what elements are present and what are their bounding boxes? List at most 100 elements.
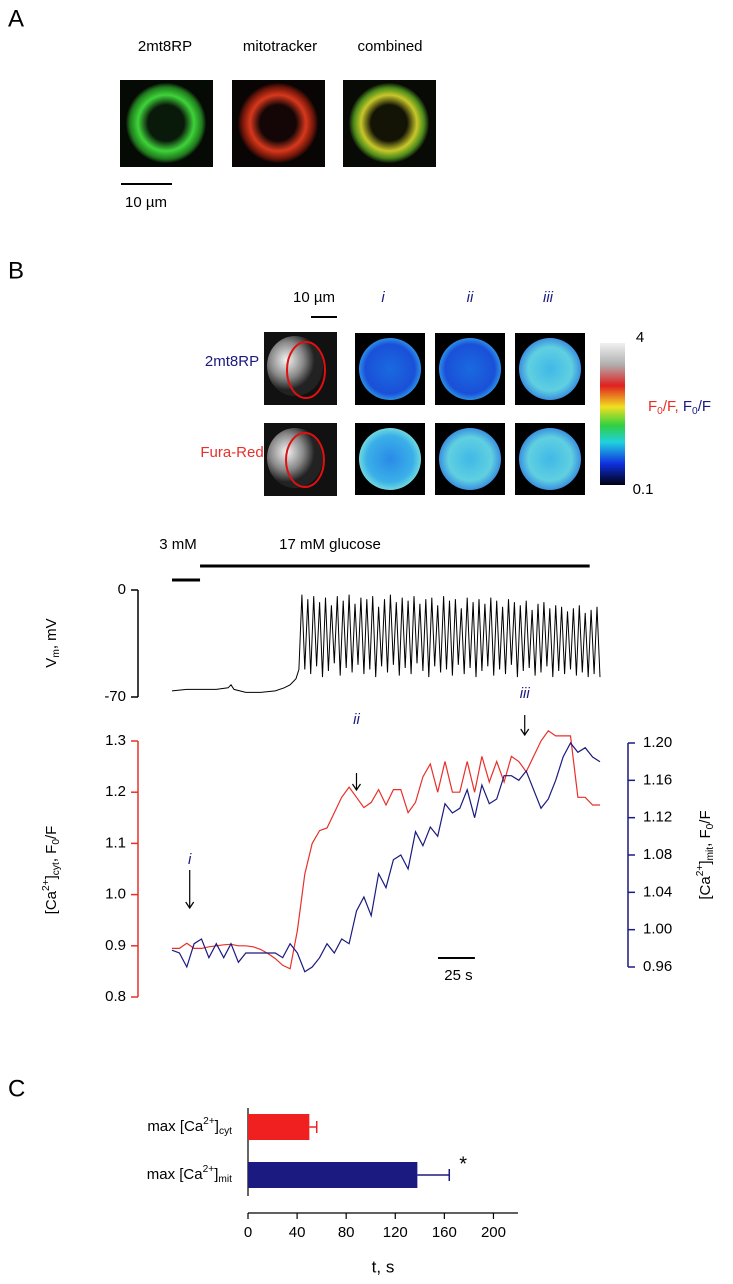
bar <box>248 1114 310 1140</box>
label-part: ] <box>214 1166 218 1183</box>
label-part: max [Ca <box>147 1118 204 1135</box>
micrograph <box>515 333 585 405</box>
x-tick-label: 200 <box>481 1224 506 1241</box>
panel-letter: B <box>8 257 24 284</box>
micrograph <box>515 423 585 495</box>
y2-tick-label: 0.96 <box>643 958 672 975</box>
label-part: mit <box>218 1174 232 1185</box>
label-part: F <box>648 398 657 415</box>
label-part: F <box>683 398 692 415</box>
label-part: [Ca <box>43 890 60 914</box>
micrograph <box>355 423 425 495</box>
bar <box>248 1162 418 1188</box>
label-part: 2+ <box>695 865 706 877</box>
stimulus-label: 17 mM glucose <box>279 536 381 553</box>
y2-tick-label: 1.16 <box>643 771 672 788</box>
y2-tick-label: 1.04 <box>643 883 672 900</box>
x-tick-label: 120 <box>383 1224 408 1241</box>
row-label: Fura-Red <box>200 444 263 461</box>
y-tick-label: 0 <box>118 581 126 598</box>
micrograph <box>435 333 505 405</box>
label-part: /F <box>698 398 711 415</box>
y-tick-label: 1.1 <box>105 834 126 851</box>
stimulus-label: 3 mM <box>159 536 197 553</box>
scale-label: 10 µm <box>125 194 167 211</box>
arrow-head <box>185 901 195 910</box>
label-part: m <box>51 649 62 658</box>
category-label: max [Ca2+]mit <box>147 1164 232 1185</box>
micrograph <box>264 423 337 496</box>
image-label: combined <box>357 38 422 55</box>
category-label: max [Ca2+]cyt <box>147 1116 232 1137</box>
label-part: 2+ <box>203 1164 215 1175</box>
label-part: /F <box>43 826 60 839</box>
y-tick-label: 1.2 <box>105 783 126 800</box>
y-tick-label: -70 <box>104 688 126 705</box>
colorbar-max: 4 <box>636 329 644 346</box>
label-part: 0 <box>51 839 62 845</box>
y-tick-label: 1.3 <box>105 732 126 749</box>
x-tick-label: 40 <box>289 1224 306 1241</box>
micrograph <box>435 423 505 495</box>
significance-mark: * <box>459 1153 467 1175</box>
image-label: mitotracker <box>243 38 317 55</box>
label-part: 0 <box>705 823 716 829</box>
x-tick-label: 80 <box>338 1224 355 1241</box>
colorbar-label: F0/F, F0/F <box>648 398 711 417</box>
label-part: ] <box>43 875 60 879</box>
y-tick-label: 1.0 <box>105 886 126 903</box>
scale-label: 25 s <box>444 967 472 984</box>
label-part: V <box>43 658 60 668</box>
annotation-label: ii <box>353 711 360 728</box>
label-part: 2+ <box>203 1116 215 1127</box>
trace <box>171 594 601 693</box>
label-part: cyt <box>219 1126 232 1137</box>
label-part: , F <box>43 845 60 863</box>
annotation-label: i <box>188 851 192 868</box>
label-part: ] <box>697 860 714 864</box>
y-axis-label: [Ca2+]cyt, F0/F <box>41 826 62 915</box>
label-part: max [Ca <box>147 1166 204 1183</box>
panel-letter: C <box>8 1075 25 1102</box>
image-label: 2mt8RP <box>138 38 192 55</box>
micrograph <box>232 80 325 167</box>
micrograph <box>120 80 213 167</box>
arrow-head <box>520 728 530 737</box>
colorbar <box>600 343 625 485</box>
x-axis-label: t, s <box>372 1257 395 1276</box>
label-part: /F, <box>663 398 683 415</box>
label-part: 0 <box>692 406 698 417</box>
label-part: [Ca <box>697 876 714 900</box>
scale-label: 10 µm <box>293 289 335 306</box>
column-label: i <box>381 289 385 306</box>
column-label: iii <box>543 289 554 306</box>
label-part: 0 <box>657 406 663 417</box>
y2-tick-label: 1.20 <box>643 734 672 751</box>
y-tick-label: 0.9 <box>105 937 126 954</box>
label-part: mit <box>705 847 716 861</box>
y2-tick-label: 1.12 <box>643 809 672 826</box>
column-label: ii <box>467 289 474 306</box>
label-part: /F <box>697 810 714 823</box>
micrograph <box>343 80 436 167</box>
y2-tick-label: 1.08 <box>643 846 672 863</box>
y-tick-label: 0.8 <box>105 988 126 1005</box>
panel-letter: A <box>8 5 24 32</box>
x-tick-label: 0 <box>244 1224 252 1241</box>
micrograph <box>264 332 337 405</box>
trace <box>172 729 600 970</box>
label-part: 2+ <box>41 879 52 891</box>
y2-tick-label: 1.00 <box>643 921 672 938</box>
label-part: cyt <box>51 862 62 875</box>
label-part: , mV <box>43 618 60 649</box>
micrograph <box>355 333 425 405</box>
x-tick-label: 160 <box>432 1224 457 1241</box>
y-axis-label: Vm, mV <box>43 618 62 667</box>
label-part: , F <box>697 829 714 847</box>
y2-axis-label: [Ca2+]mit, F0/F <box>695 810 716 899</box>
trace <box>171 741 601 973</box>
label-part: ] <box>215 1118 219 1135</box>
arrow-head <box>351 783 361 792</box>
colorbar-min: 0.1 <box>633 481 654 498</box>
